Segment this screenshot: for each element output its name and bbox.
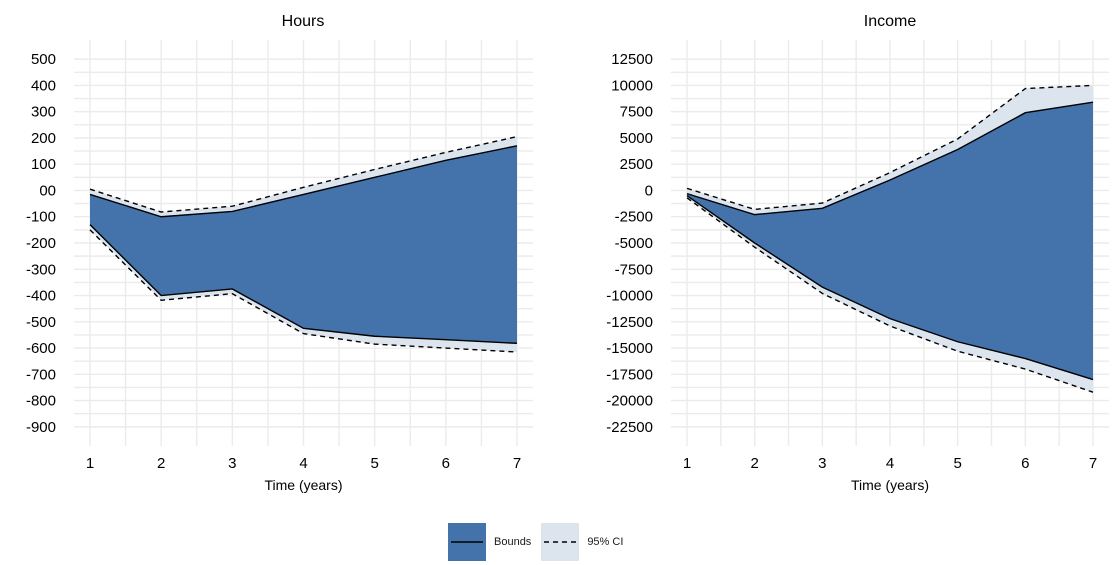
panel-title-income: Income xyxy=(864,13,917,30)
x-tick-label: 6 xyxy=(1021,455,1029,472)
x-tick-label: 7 xyxy=(513,455,521,472)
y-tick-label: -300 xyxy=(26,261,56,278)
x-axis-title-income: Time (years) xyxy=(851,477,929,493)
y-tick-label: -10000 xyxy=(606,288,653,305)
y-tick-label: -200 xyxy=(26,235,56,252)
y-tick-label: -17500 xyxy=(606,366,653,383)
panel-hours: Hours 500 400 300 200 100 00 -100 -200 -300 -400 -5… xyxy=(26,13,533,493)
y-tick-label: -12500 xyxy=(606,314,653,331)
legend-key-ci xyxy=(541,523,580,561)
y-tick-label: -5000 xyxy=(615,235,653,252)
bounds-band-income xyxy=(687,102,1093,380)
y-tick-label: 300 xyxy=(31,104,56,121)
x-tick-label: 2 xyxy=(157,455,165,472)
chart-panels: Hours50040030020010000-100-200-300-400-5… xyxy=(26,13,1109,493)
ci-lower-line-hours xyxy=(89,229,518,353)
legend: Bounds 95% CI xyxy=(448,523,623,561)
x-tick-label: 4 xyxy=(299,455,307,472)
y-tick-label: 100 xyxy=(31,156,56,173)
y-tick-label: -15000 xyxy=(606,340,653,357)
y-tick-label: -600 xyxy=(26,340,56,357)
y-tick-label: 0 xyxy=(645,182,653,199)
y-tick-label: -22500 xyxy=(606,419,653,436)
ci-lower-line-income xyxy=(686,197,1094,393)
y-tick-label: -7500 xyxy=(615,261,653,278)
y-tick-label: -20000 xyxy=(606,393,653,410)
x-axis-title-hours: Time (years) xyxy=(264,477,342,493)
x-tick-label: 1 xyxy=(683,455,691,472)
y-tick-label: -500 xyxy=(26,314,56,331)
y-tick-label: -100 xyxy=(26,209,56,226)
y-tick-label: 500 xyxy=(31,51,56,68)
legend-item-ci: 95% CI xyxy=(541,523,623,561)
x-tick-label: 5 xyxy=(370,455,378,472)
legend-item-bounds: Bounds xyxy=(448,523,531,561)
y-tick-label: -700 xyxy=(26,366,56,383)
legend-label-ci: 95% CI xyxy=(587,536,624,548)
y-tick-label: 5000 xyxy=(620,130,653,147)
ci-upper-line-hours xyxy=(89,135,518,213)
y-tick-label: 400 xyxy=(31,77,56,94)
x-tick-label: 7 xyxy=(1089,455,1097,472)
y-tick-label: -900 xyxy=(26,419,56,436)
legend-key-bounds xyxy=(448,523,486,561)
ci-upper-line-income xyxy=(686,84,1094,211)
x-tick-label: 3 xyxy=(228,455,236,472)
panel-income: Income 12500 10000 7500 5000 2500 0 -2500 -5000 -… xyxy=(606,13,1109,493)
x-tick-label: 6 xyxy=(442,455,450,472)
y-tick-label: -2500 xyxy=(615,209,653,226)
bounds-lower-line-hours xyxy=(89,224,518,345)
y-tick-label: 12500 xyxy=(611,51,653,68)
bounds-band-hours xyxy=(90,145,517,344)
bounds-upper-line-income xyxy=(686,101,1094,216)
x-tick-label: 3 xyxy=(818,455,826,472)
y-tick-label: 10000 xyxy=(611,77,653,94)
legend-label-bounds: Bounds xyxy=(494,536,532,548)
x-tick-label: 4 xyxy=(886,455,894,472)
y-tick-label: -400 xyxy=(26,288,56,305)
x-tick-label: 5 xyxy=(953,455,961,472)
bounds-lower-line-income xyxy=(686,195,1094,381)
y-tick-label: -800 xyxy=(26,393,56,410)
x-tick-label: 1 xyxy=(86,455,94,472)
x-tick-label: 2 xyxy=(750,455,758,472)
y-tick-label: 00 xyxy=(39,182,56,199)
y-tick-label: 7500 xyxy=(620,104,653,121)
bounds-upper-line-hours xyxy=(89,145,518,218)
y-tick-label: 2500 xyxy=(620,156,653,173)
y-tick-label: 200 xyxy=(31,130,56,147)
panel-title-hours: Hours xyxy=(282,13,325,30)
